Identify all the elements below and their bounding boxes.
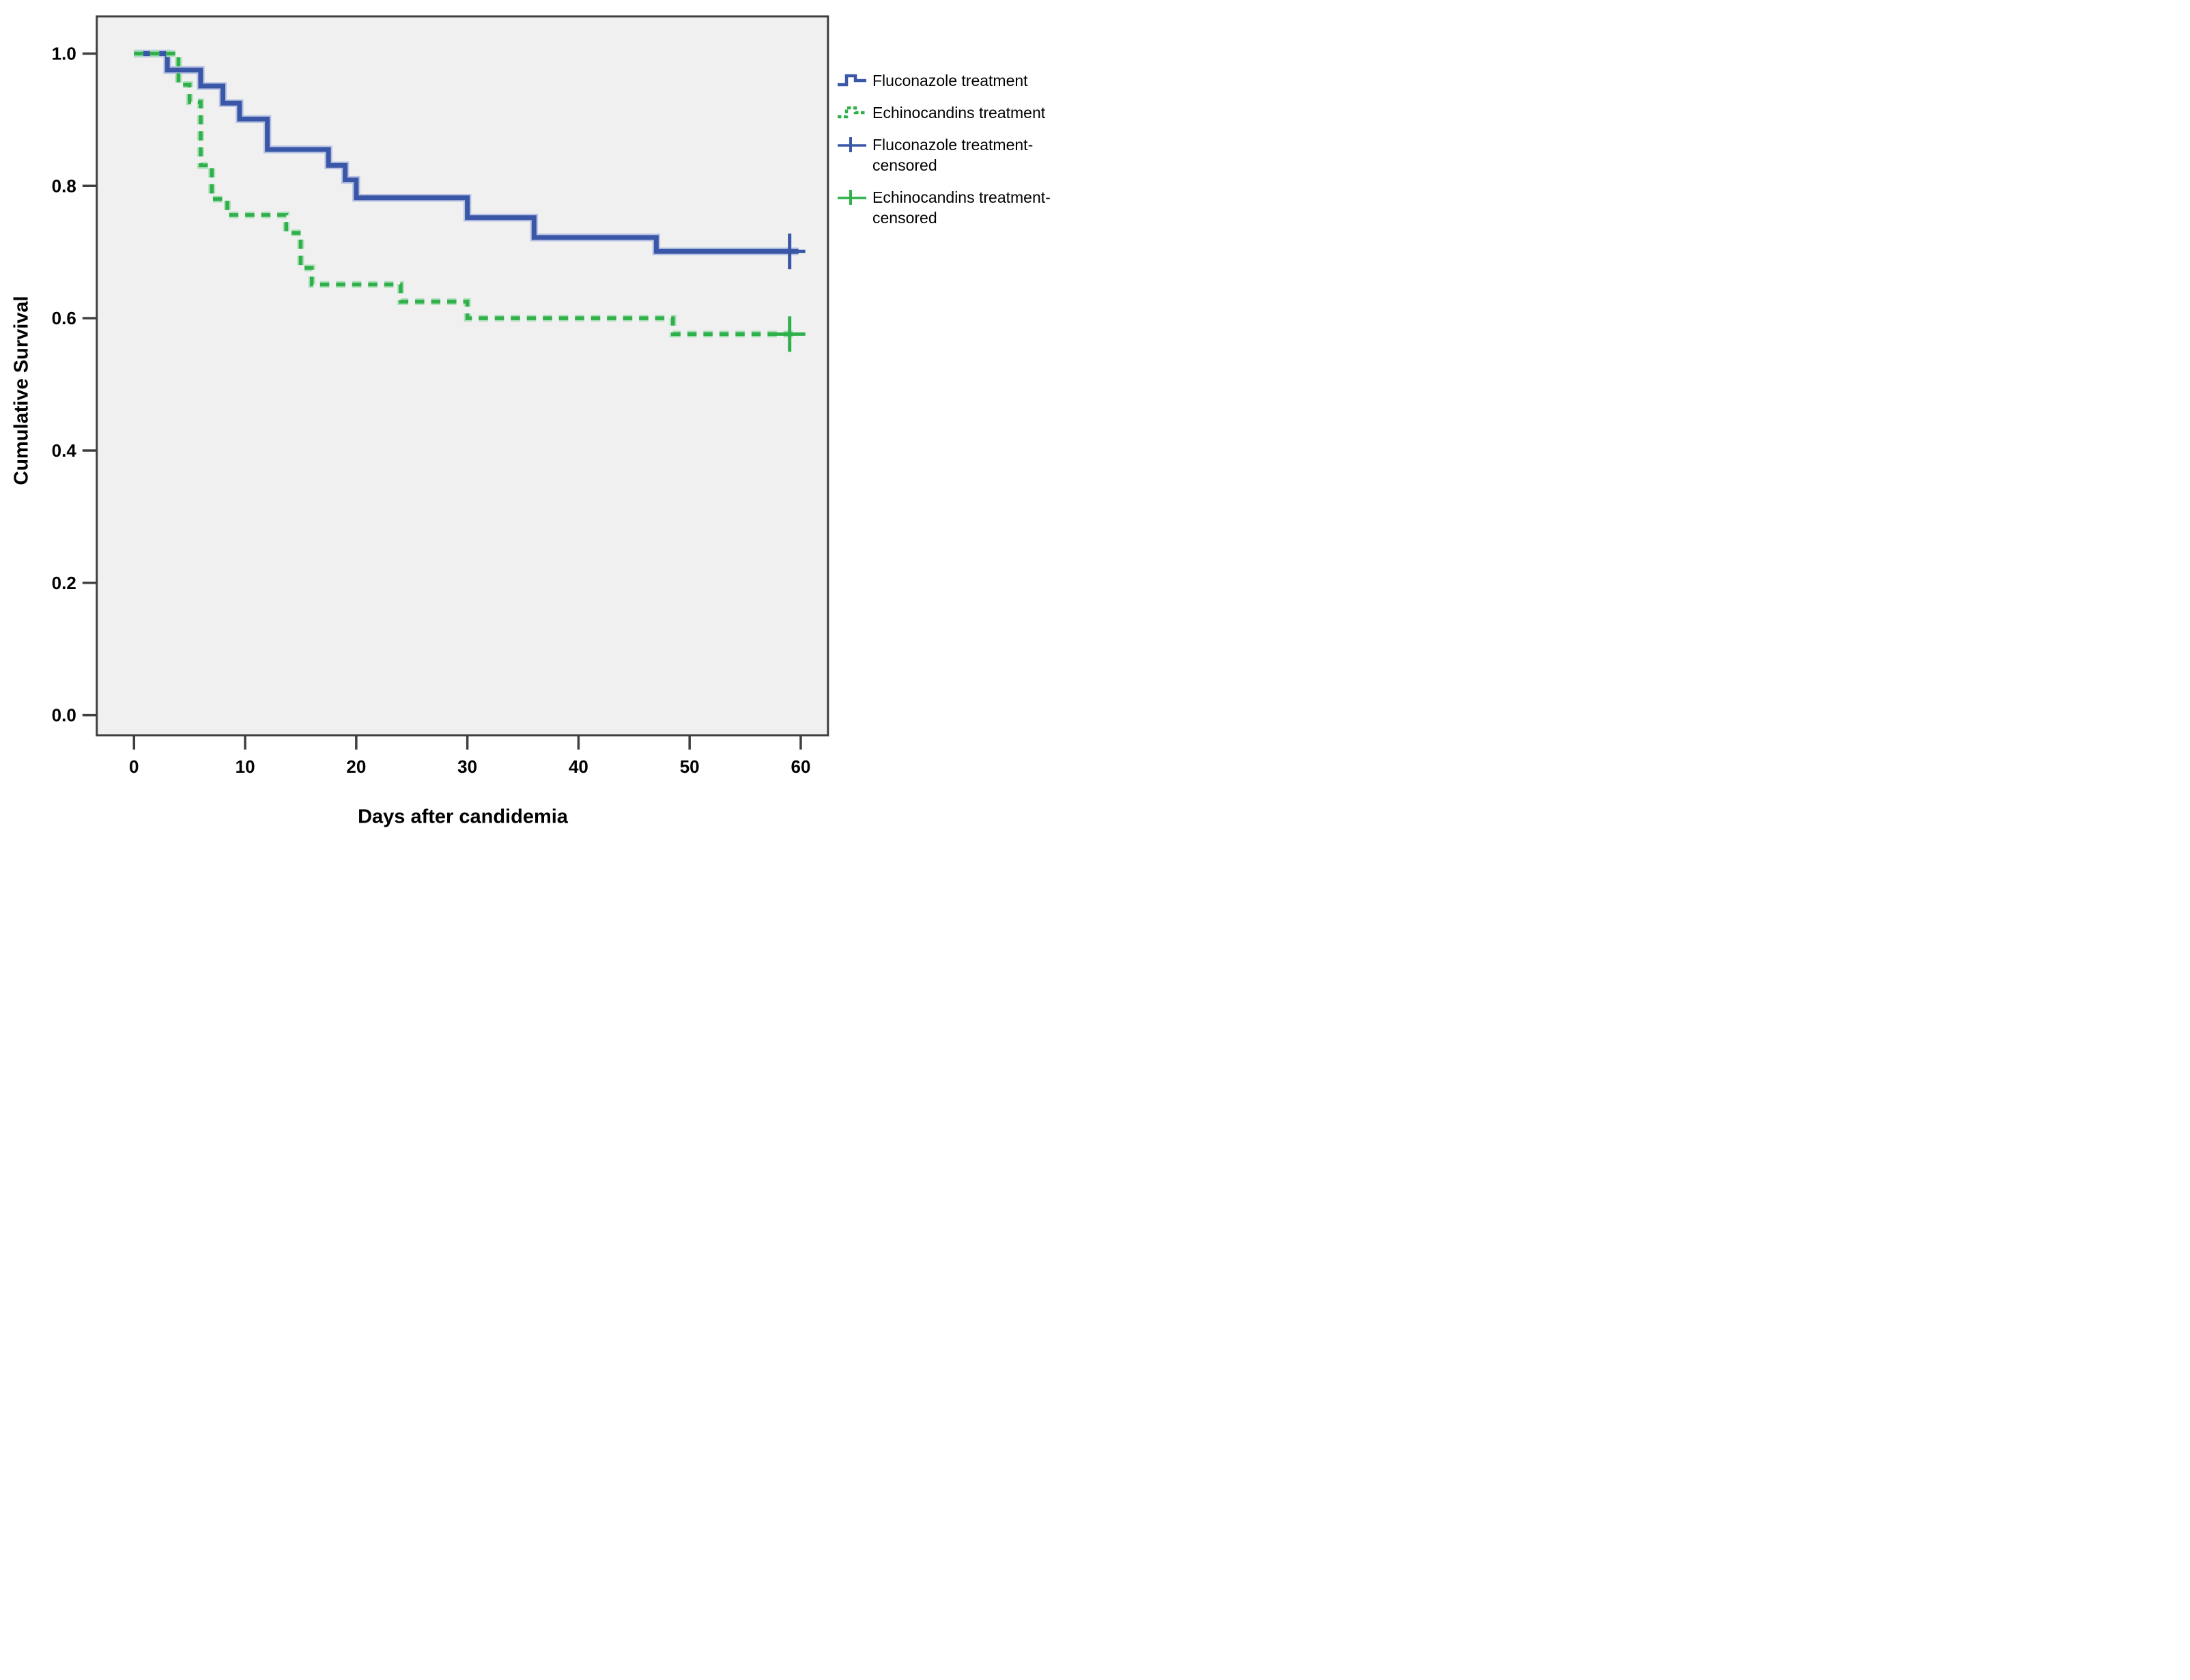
x-tick-label: 50 [680, 756, 700, 777]
step-line-icon [838, 74, 866, 87]
survival-curves [134, 49, 806, 352]
axis-ticks-and-labels: 0 10 20 30 40 50 60 0.0 0.2 0.4 0.6 0.8 1.0 [52, 43, 811, 777]
y-tick-label: 0.4 [52, 440, 77, 461]
censor-plus-icon [838, 137, 866, 152]
x-axis-title: Days after candidemia [358, 806, 568, 828]
legend-entry: Echinocandins treatment [837, 102, 1051, 123]
legend-entry: Echinocandins treatment- censored [837, 187, 1051, 228]
legend: Fluconazole treatment Echinocandins treat… [837, 70, 1051, 240]
legend-label: Echinocandins treatment [872, 104, 1046, 122]
y-tick-label: 0.0 [52, 705, 76, 726]
legend-label: Fluconazole treatment [872, 72, 1028, 89]
step-line-icon [838, 106, 866, 119]
plot-area [96, 15, 829, 737]
y-tick-label: 0.6 [52, 308, 76, 328]
curve-fluconazole [134, 51, 799, 254]
legend-entry: Fluconazole treatment- censored [837, 134, 1051, 175]
y-tick-label: 1.0 [52, 43, 76, 63]
y-axis-title: Cumulative Survival [10, 296, 33, 485]
y-tick-label: 0.2 [52, 573, 76, 593]
km-survival-figure: 0 10 20 30 40 50 60 0.0 0.2 0.4 0.6 0.8 1.0 Cumulati… [0, 0, 1095, 840]
legend-entry: Fluconazole treatment [837, 70, 1051, 91]
x-tick-label: 40 [569, 756, 588, 777]
legend-label: Fluconazole treatment- censored [872, 136, 1034, 174]
x-tick-label: 30 [457, 756, 477, 777]
x-tick-label: 0 [129, 756, 139, 777]
plot-frame [96, 15, 829, 737]
curve-echinocandins [134, 51, 799, 337]
x-tick-label: 10 [236, 756, 255, 777]
y-tick-label: 0.8 [52, 175, 76, 196]
legend-label: Echinocandins treatment- censored [872, 188, 1051, 227]
plot-background [96, 16, 828, 736]
x-tick-label: 20 [346, 756, 366, 777]
km-chart-canvas: 0 10 20 30 40 50 60 0.0 0.2 0.4 0.6 0.8 1.0 [52, 15, 829, 777]
x-tick-label: 60 [791, 756, 811, 777]
censor-plus-icon [838, 190, 866, 205]
